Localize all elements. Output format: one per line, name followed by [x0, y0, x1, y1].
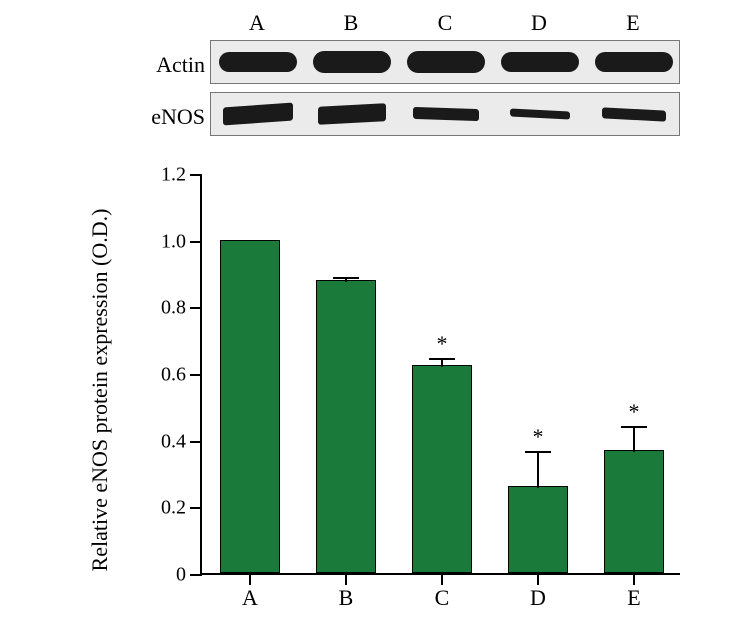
blot-band	[318, 103, 386, 125]
plot-area: 00.20.40.60.81.01.2ABC*D*E*	[200, 175, 680, 575]
blot-band	[602, 107, 666, 121]
significance-marker: *	[533, 424, 544, 450]
y-tick-label: 0.4	[142, 430, 186, 453]
error-cap	[621, 426, 648, 428]
significance-marker: *	[629, 399, 640, 425]
x-tick	[345, 573, 347, 585]
bar	[604, 450, 664, 573]
error-cap	[525, 451, 552, 453]
y-tick-label: 1.0	[142, 230, 186, 253]
blot-band	[595, 52, 673, 72]
error-bar	[441, 359, 443, 366]
y-tick-label: 0	[142, 564, 186, 587]
y-tick-label: 0.2	[142, 497, 186, 520]
blot-band	[501, 52, 579, 72]
y-tick	[190, 507, 202, 509]
blot-band	[313, 51, 391, 73]
lane-label: E	[586, 10, 680, 36]
x-tick	[441, 573, 443, 585]
blot-band	[510, 108, 570, 119]
blot-lane	[399, 41, 493, 83]
blot-lane	[211, 93, 305, 135]
lane-label: A	[210, 10, 304, 36]
blot-lane	[211, 41, 305, 83]
blot-lane-labels: A B C D E	[210, 10, 680, 36]
y-tick	[190, 241, 202, 243]
y-tick-label: 1.2	[142, 164, 186, 187]
significance-marker: *	[437, 331, 448, 357]
x-tick-label: C	[435, 585, 450, 611]
y-tick	[190, 374, 202, 376]
y-axis-label: Relative eNOS protein expression (O.D.)	[87, 209, 113, 572]
blot-band	[407, 51, 485, 73]
blot-lane	[587, 41, 680, 83]
blot-lane	[493, 41, 587, 83]
lane-label: C	[398, 10, 492, 36]
x-tick-label: B	[339, 585, 354, 611]
y-tick-label: 0.8	[142, 297, 186, 320]
blot-band	[223, 103, 293, 126]
y-tick-label: 0.6	[142, 364, 186, 387]
lane-label: D	[492, 10, 586, 36]
x-tick	[249, 573, 251, 585]
blot-lane	[587, 93, 680, 135]
error-cap	[333, 277, 360, 279]
lane-label: B	[304, 10, 398, 36]
blot-row: eNOS	[60, 92, 690, 140]
y-tick	[190, 574, 202, 576]
bar	[220, 240, 280, 573]
y-tick	[190, 441, 202, 443]
blot-box	[210, 92, 680, 136]
y-tick	[190, 307, 202, 309]
x-tick	[537, 573, 539, 585]
figure: A B C D E Actin eNOS Relative eNOS protei…	[60, 10, 690, 615]
error-cap	[429, 358, 456, 360]
x-tick-label: E	[627, 585, 640, 611]
blot-lane	[399, 93, 493, 135]
error-bar	[633, 427, 635, 452]
x-tick-label: D	[530, 585, 546, 611]
bar	[508, 486, 568, 573]
blot-lane	[305, 93, 399, 135]
blot-row: Actin	[60, 40, 690, 88]
blot-lane	[493, 93, 587, 135]
blot-box	[210, 40, 680, 84]
error-bar	[537, 452, 539, 489]
x-tick-label: A	[242, 585, 258, 611]
blot-lane	[305, 41, 399, 83]
bar-chart: Relative eNOS protein expression (O.D.) …	[60, 165, 690, 615]
blot-band	[413, 107, 479, 121]
blot-band	[219, 52, 297, 72]
x-tick	[633, 573, 635, 585]
bar	[412, 365, 472, 573]
bar	[316, 280, 376, 573]
blot-section: A B C D E Actin eNOS	[60, 10, 690, 155]
blot-row-label: eNOS	[60, 104, 205, 130]
blot-row-label: Actin	[60, 52, 205, 78]
y-tick	[190, 174, 202, 176]
